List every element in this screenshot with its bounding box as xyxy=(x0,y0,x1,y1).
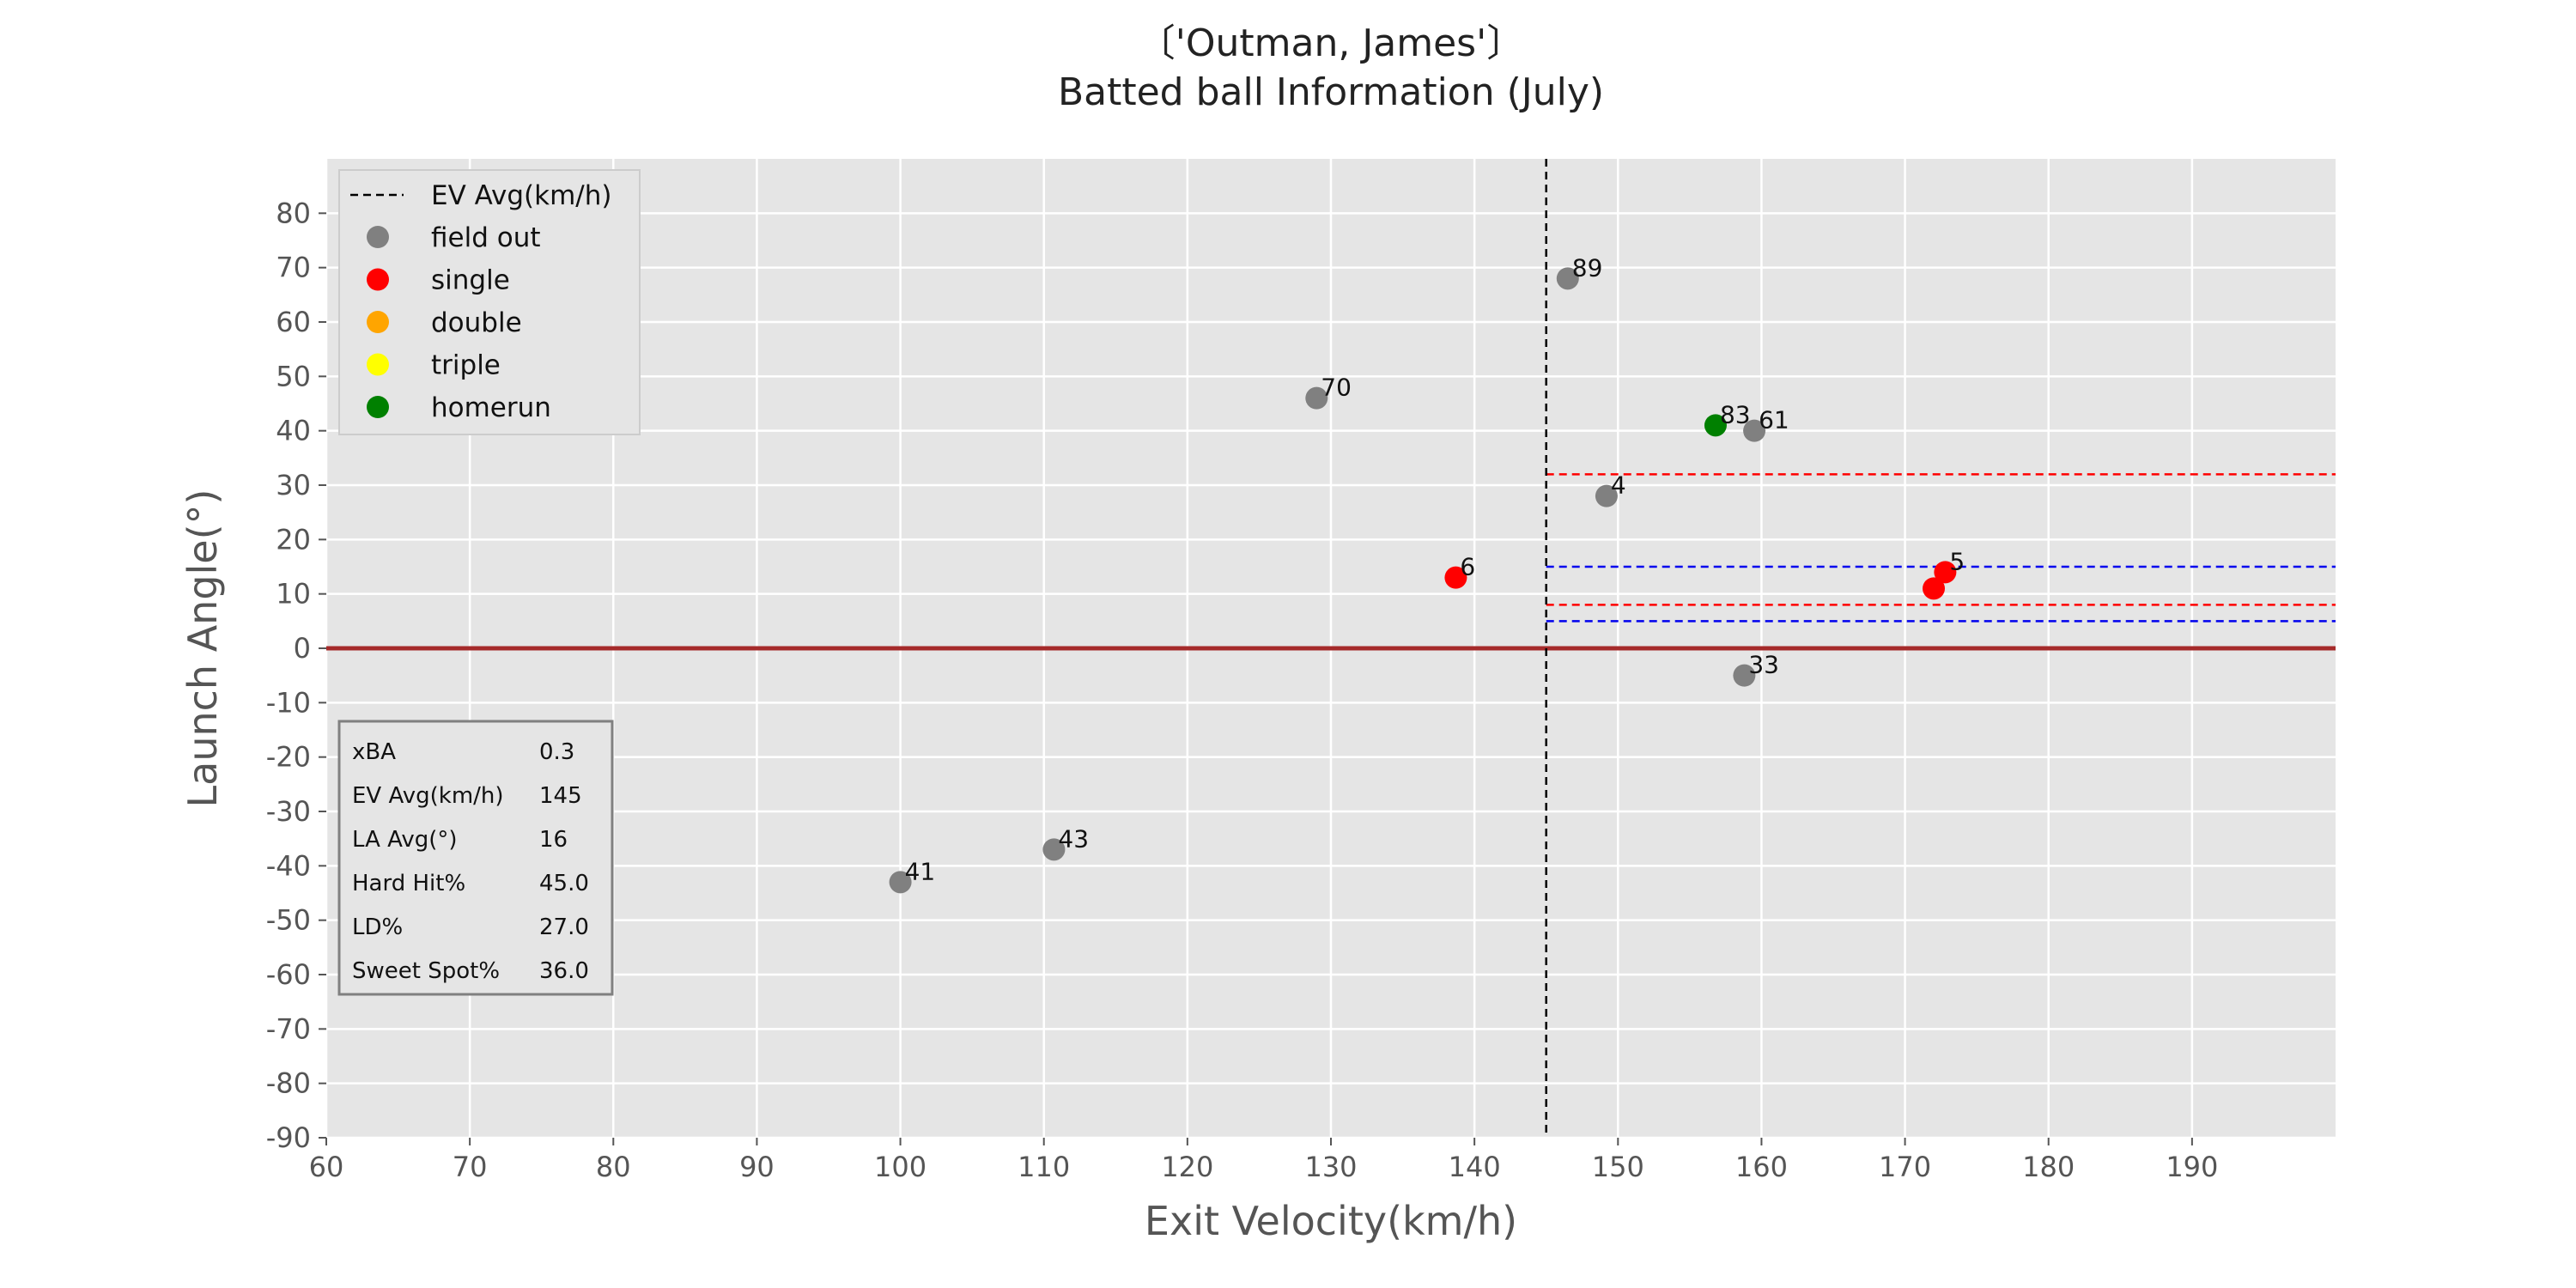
y-tick-label: 20 xyxy=(276,523,311,556)
legend-box xyxy=(338,169,641,435)
data-point-label: 6 xyxy=(1460,553,1475,581)
stats-table: xBA 0.3 EV Avg(km/h) 145 LA Avg(°) 16 Hard Hit… xyxy=(337,720,614,996)
data-point-label: 89 xyxy=(1572,253,1603,282)
legend-marker-triple xyxy=(367,353,389,376)
stats-row-value: 16 xyxy=(539,827,568,853)
x-tick-label: 140 xyxy=(1449,1151,1501,1183)
y-tick-label: -70 xyxy=(266,1012,311,1045)
stats-box xyxy=(337,720,614,996)
x-tick-label: 80 xyxy=(596,1151,631,1183)
data-point-label: 43 xyxy=(1058,824,1089,853)
y-tick-label: -10 xyxy=(266,686,311,719)
legend-label-field-out: field out xyxy=(431,222,541,253)
data-point-field-out xyxy=(1595,484,1618,507)
y-tick-label: -60 xyxy=(266,958,311,991)
data-point-field-out xyxy=(889,871,912,894)
y-tick-label: 70 xyxy=(276,252,311,284)
data-point-field-out xyxy=(1556,267,1579,290)
stats-row-label: Sweet Spot% xyxy=(352,958,500,984)
data-point-field-out xyxy=(1305,386,1328,410)
x-axis-ticks: 60 70 80 90 100 110 120 130 140 150 160 170 180 190 xyxy=(309,1138,2218,1183)
stats-row-label: Hard Hit% xyxy=(352,871,465,896)
y-axis-label: Launch Angle(°) xyxy=(179,489,226,808)
y-tick-label: 50 xyxy=(276,360,311,392)
chart-title-line1: 〔'Outman, James'〕 xyxy=(1138,21,1524,65)
data-points: 89 70 83 61 4 6 5 33 43 41 xyxy=(889,253,1965,894)
legend-label-single: single xyxy=(431,265,510,296)
y-tick-label: 40 xyxy=(276,415,311,447)
stats-row-value: 27.0 xyxy=(539,914,589,940)
stats-row-value: 36.0 xyxy=(539,958,589,984)
x-tick-label: 120 xyxy=(1161,1151,1213,1183)
x-tick-label: 90 xyxy=(739,1151,775,1183)
data-point-field-out xyxy=(1743,419,1766,442)
stats-row-label: xBA xyxy=(352,739,396,765)
legend-marker-homerun xyxy=(367,396,389,418)
x-tick-label: 60 xyxy=(309,1151,344,1183)
data-point-label: 41 xyxy=(905,857,936,885)
y-tick-label: -20 xyxy=(266,741,311,774)
y-tick-label: 80 xyxy=(276,197,311,229)
stats-row-value: 0.3 xyxy=(539,739,574,765)
data-point-label: 61 xyxy=(1759,406,1789,434)
x-axis-label: Exit Velocity(km/h) xyxy=(1145,1198,1517,1244)
y-axis-ticks: -90 -80 -70 -60 -50 -40 -30 -20 -10 0 10 20 30 40 50 60… xyxy=(266,197,326,1154)
legend-ev-line-label: EV Avg(km/h) xyxy=(431,180,612,211)
x-tick-label: 130 xyxy=(1304,1151,1357,1183)
y-tick-label: -90 xyxy=(266,1121,311,1154)
x-tick-label: 170 xyxy=(1879,1151,1931,1183)
legend-label-homerun: homerun xyxy=(431,392,551,423)
data-point-single xyxy=(1934,561,1957,584)
x-tick-label: 160 xyxy=(1735,1151,1788,1183)
legend-marker-field-out xyxy=(367,226,389,248)
y-tick-label: 10 xyxy=(276,578,311,611)
y-tick-label: 0 xyxy=(294,632,311,665)
y-tick-label: -80 xyxy=(266,1067,311,1100)
y-tick-label: -50 xyxy=(266,904,311,937)
chart-title-line2: Batted ball Information (July) xyxy=(1058,70,1604,114)
stats-row-label: EV Avg(km/h) xyxy=(352,783,504,809)
data-point-homerun xyxy=(1704,414,1727,437)
stats-row-value: 145 xyxy=(539,783,582,809)
x-tick-label: 70 xyxy=(453,1151,488,1183)
y-tick-label: -40 xyxy=(266,849,311,882)
legend: EV Avg(km/h) field out single double triple h… xyxy=(338,169,641,435)
y-tick-label: -30 xyxy=(266,795,311,828)
data-point-field-out xyxy=(1733,664,1756,687)
reference-lines xyxy=(326,159,2336,1138)
stats-row-value: 45.0 xyxy=(539,871,589,896)
x-tick-label: 180 xyxy=(2022,1151,2075,1183)
y-tick-label: 30 xyxy=(276,469,311,501)
x-tick-label: 150 xyxy=(1592,1151,1644,1183)
x-tick-label: 190 xyxy=(2166,1151,2218,1183)
legend-marker-single xyxy=(367,268,389,291)
y-tick-label: 60 xyxy=(276,306,311,338)
stats-row-label: LD% xyxy=(352,914,403,940)
data-point-label: 4 xyxy=(1611,471,1626,500)
x-tick-label: 100 xyxy=(874,1151,927,1183)
legend-label-triple: triple xyxy=(431,350,501,381)
data-point-single xyxy=(1923,577,1945,600)
data-point-label: 5 xyxy=(1949,547,1965,575)
legend-label-double: double xyxy=(431,307,522,338)
stats-row-label: LA Avg(°) xyxy=(352,827,458,853)
legend-marker-double xyxy=(367,311,389,333)
x-tick-label: 110 xyxy=(1018,1151,1070,1183)
data-point-field-out xyxy=(1042,838,1066,861)
data-point-single xyxy=(1444,566,1467,589)
data-point-label: 33 xyxy=(1748,651,1779,679)
data-point-label: 83 xyxy=(1720,400,1751,428)
data-point-label: 70 xyxy=(1321,374,1352,402)
